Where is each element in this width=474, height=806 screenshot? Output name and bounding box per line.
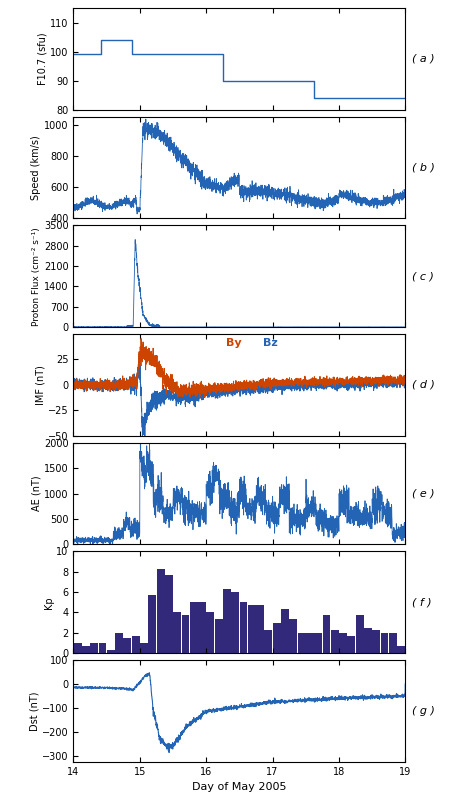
Bar (256, 605, 264, 653)
Bar (248, 605, 256, 653)
Bar (165, 575, 173, 653)
X-axis label: Day of May 2005: Day of May 2005 (192, 782, 287, 792)
Bar (173, 613, 181, 653)
Bar (73, 643, 82, 653)
Bar (356, 616, 364, 653)
Bar (239, 602, 247, 653)
Bar (115, 633, 123, 653)
Bar (364, 628, 372, 653)
Bar (372, 629, 380, 653)
Bar (182, 616, 190, 653)
Bar (314, 633, 322, 653)
Y-axis label: AE (nT): AE (nT) (31, 476, 41, 511)
Bar (298, 633, 306, 653)
Bar (99, 643, 107, 653)
Y-axis label: F10.7 (sfu): F10.7 (sfu) (37, 32, 47, 85)
Bar (90, 643, 98, 653)
Bar (206, 613, 214, 653)
Bar (123, 638, 131, 653)
Text: ( e ): ( e ) (412, 488, 435, 499)
Y-axis label: Kp: Kp (44, 596, 54, 609)
Bar (347, 636, 356, 653)
Bar (264, 629, 273, 653)
Bar (190, 602, 198, 653)
Text: ( c ): ( c ) (412, 271, 434, 281)
Bar (306, 633, 314, 653)
Text: Bz: Bz (263, 339, 277, 348)
Bar (107, 650, 115, 653)
Y-axis label: IMF (nT): IMF (nT) (35, 365, 45, 405)
Y-axis label: Dst (nT): Dst (nT) (29, 691, 39, 730)
Bar (223, 589, 231, 653)
Bar (148, 595, 156, 653)
Bar (156, 569, 164, 653)
Bar (198, 602, 206, 653)
Bar (389, 633, 397, 653)
Bar (132, 636, 140, 653)
Bar (381, 633, 389, 653)
Bar (215, 620, 223, 653)
Text: By: By (226, 339, 242, 348)
Bar (289, 620, 297, 653)
Bar (273, 622, 281, 653)
Bar (339, 633, 347, 653)
Text: ( b ): ( b ) (412, 163, 435, 172)
Bar (331, 629, 339, 653)
Y-axis label: Proton Flux (cm⁻² s⁻¹): Proton Flux (cm⁻² s⁻¹) (32, 226, 41, 326)
Y-axis label: Speed (km/s): Speed (km/s) (31, 135, 41, 200)
Bar (82, 646, 90, 653)
Text: ( a ): ( a ) (412, 54, 435, 64)
Text: ( d ): ( d ) (412, 380, 435, 390)
Text: ( g ): ( g ) (412, 706, 435, 716)
Bar (281, 609, 289, 653)
Bar (322, 616, 330, 653)
Bar (140, 643, 148, 653)
Text: ( f ): ( f ) (412, 597, 431, 607)
Bar (397, 646, 405, 653)
Bar (231, 592, 239, 653)
